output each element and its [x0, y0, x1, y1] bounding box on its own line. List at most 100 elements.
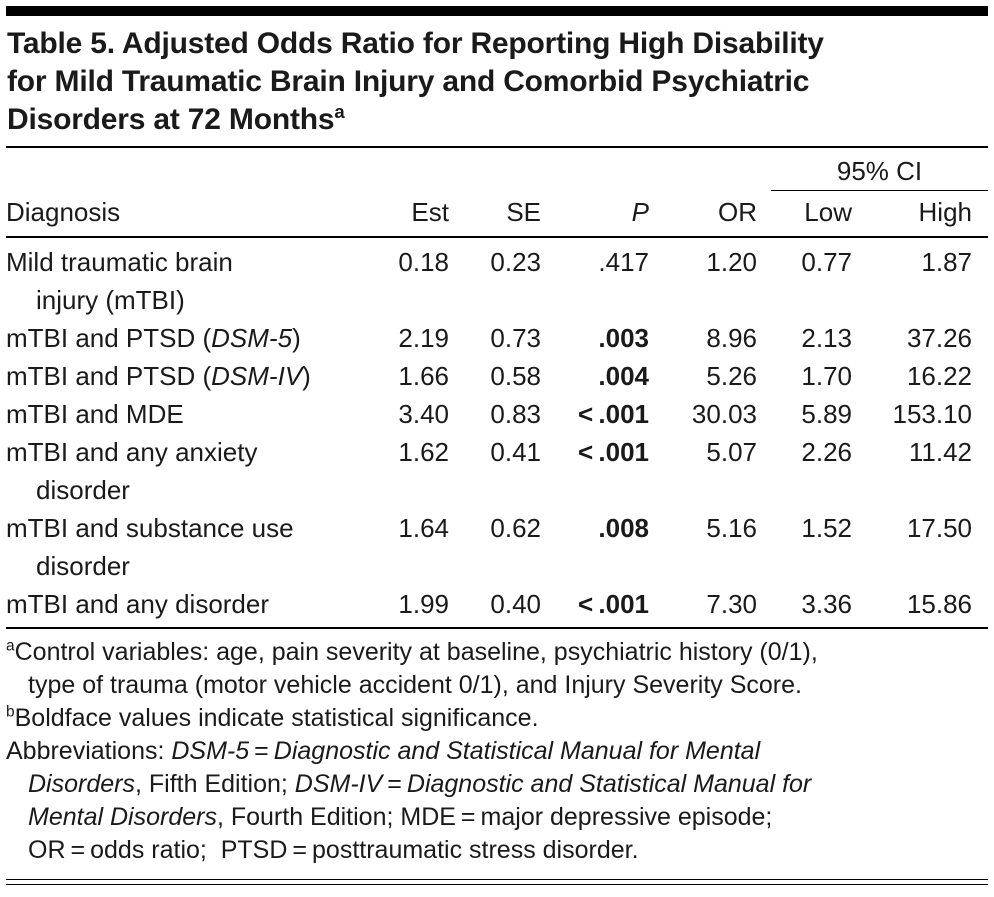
cell-or: 5.26: [706, 361, 757, 391]
text-run: mTBI and MDE: [6, 399, 184, 429]
table-row: mTBI and PTSD (DSM-IV) 1.66 0.58 .004 5.26 1.…: [6, 357, 988, 395]
cell-ci-low: 1.52: [801, 513, 852, 543]
cell-ci-low: 2.26: [801, 437, 852, 467]
cell-ci-high: 15.86: [906, 589, 973, 619]
cell-ci-low: 0.77: [801, 247, 852, 277]
cell-se: 0.41: [490, 437, 541, 467]
cell-p: < .001: [578, 589, 649, 619]
text-run: ): [292, 323, 301, 353]
diagnosis-label: mTBI and any anxiety disorder: [6, 433, 363, 509]
body-footnote-divider-rule: [6, 627, 988, 629]
cell-ci-high: 17.50: [906, 513, 973, 543]
table-bottom-rules: [6, 879, 988, 885]
cell-se: 0.62: [490, 513, 541, 543]
cell-est: 2.19: [398, 323, 449, 353]
table-row: Mild traumatic brain injury (mTBI) 0.18 0.…: [6, 237, 988, 319]
text-run: mTBI and PTSD (: [6, 323, 212, 353]
text-run: mTBI and substance use disorder: [6, 513, 294, 581]
text-run: =: [249, 737, 274, 765]
cell-p: < .001: [578, 437, 649, 467]
table-top-rule: [6, 6, 988, 16]
bottom-rule-1: [6, 879, 988, 880]
header-se: SE: [463, 190, 555, 238]
cell-or: 1.20: [706, 247, 757, 277]
text-run: Boldface values indicate statistical sig…: [14, 704, 539, 732]
diagnosis-label: mTBI and PTSD (DSM-5): [6, 319, 363, 357]
cell-ci-high: 16.22: [906, 361, 973, 391]
footnote-marker: b: [6, 703, 15, 721]
text-run: Control variables: age, pain severity at…: [14, 638, 818, 699]
cell-p: < .001: [578, 399, 649, 429]
footnotes: aControl variables: age, pain severity a…: [6, 636, 988, 867]
footnote: bBoldface values indicate statistical si…: [6, 702, 988, 735]
cell-se: 0.40: [490, 589, 541, 619]
cell-or: 5.16: [706, 513, 757, 543]
cell-ci-high: 11.42: [908, 437, 973, 467]
text-run: Diagnostic and Statistical Manual for Me…: [28, 770, 812, 831]
text-run: DSM-IV: [294, 770, 383, 798]
text-run: mTBI and any disorder: [6, 589, 270, 619]
text-run: ): [302, 361, 311, 391]
cell-ci-low: 5.89: [801, 399, 852, 429]
cell-se: 0.23: [490, 247, 541, 277]
superscript-marker: a: [334, 101, 345, 122]
cell-ci-high: 1.87: [921, 247, 973, 277]
cell-est: 3.40: [398, 399, 449, 429]
header-est: Est: [363, 190, 463, 238]
cell-est: 1.62: [398, 437, 449, 467]
text-run: DSM-IV: [211, 361, 303, 391]
cell-diagnosis: mTBI and substance use disorder: [6, 509, 363, 585]
cell-se: 0.58: [490, 361, 541, 391]
title-divider-rule: [6, 146, 988, 148]
table-row: mTBI and any anxiety disorder 1.62 0.41 < .…: [6, 433, 988, 509]
cell-ci-low: 3.36: [801, 589, 852, 619]
cell-diagnosis: mTBI and any disorder: [6, 585, 363, 627]
ci-spanner-label: 95% CI: [771, 148, 989, 191]
cell-est: 0.18: [398, 247, 449, 277]
cell-p: .003: [598, 323, 649, 353]
text-run: mTBI and PTSD (: [6, 361, 212, 391]
table-row: mTBI and MDE 3.40 0.83 < .001 30.03 5.89 153.1…: [6, 395, 988, 433]
diagnosis-label: mTBI and MDE: [6, 395, 363, 433]
diagnosis-label: Mild traumatic brain injury (mTBI): [6, 243, 363, 319]
column-header-row: Diagnosis Est SE P OR Low High: [6, 190, 989, 238]
header-ci-high: High: [866, 190, 989, 238]
text-run: mTBI and any anxiety disorder: [6, 437, 258, 505]
header-p: P: [555, 190, 663, 238]
cell-diagnosis: mTBI and MDE: [6, 395, 363, 433]
table-title: Table 5. Adjusted Odds Ratio for Reporti…: [7, 25, 988, 139]
cell-est: 1.99: [398, 589, 449, 619]
bottom-rule-2: [6, 884, 988, 885]
cell-p: .417: [598, 247, 649, 277]
diagnosis-label: mTBI and any disorder: [6, 585, 363, 623]
table-body: Mild traumatic brain injury (mTBI) 0.18 0.…: [6, 237, 988, 627]
table-row: mTBI and any disorder 1.99 0.40 < .001 7.30 3…: [6, 585, 988, 627]
cell-or: 8.96: [706, 323, 757, 353]
cell-se: 0.83: [490, 399, 541, 429]
cell-diagnosis: mTBI and PTSD (DSM-5): [6, 319, 363, 357]
table-header: 95% CI Diagnosis Est SE P OR Low High: [6, 148, 989, 238]
footnote: aControl variables: age, pain severity a…: [6, 636, 988, 702]
cell-ci-low: 2.13: [801, 323, 852, 353]
header-diagnosis: Diagnosis: [6, 190, 363, 238]
footnote-marker: a: [6, 637, 15, 655]
table-row: mTBI and substance use disorder 1.64 0.62.…: [6, 509, 988, 585]
cell-p: .004: [598, 361, 649, 391]
cell-ci-high: 153.10: [892, 399, 973, 429]
cell-se: 0.73: [490, 323, 541, 353]
text-run: DSM-5: [171, 737, 250, 765]
cell-diagnosis: mTBI and PTSD (DSM-IV): [6, 357, 363, 395]
text-run: , Fifth Edition;: [134, 770, 295, 798]
text-run: Diagnostic and Statistical Manual for Me…: [28, 737, 761, 798]
text-run: Mild traumatic brain injury (mTBI): [6, 247, 233, 315]
text-run: DSM-5: [211, 323, 293, 353]
header-ci-low: Low: [771, 190, 866, 238]
text-run: Table 5. Adjusted Odds Ratio for Reporti…: [7, 27, 824, 136]
text-run: , Fourth Edition; MDE = major depressive…: [28, 803, 773, 864]
diagnosis-label: mTBI and PTSD (DSM-IV): [6, 357, 363, 395]
ci-spanner-row: 95% CI: [6, 148, 989, 191]
text-run: =: [382, 770, 407, 798]
spanner-spacer: [6, 148, 771, 191]
text-run: Abbreviations:: [6, 737, 172, 765]
header-or: OR: [663, 190, 771, 238]
